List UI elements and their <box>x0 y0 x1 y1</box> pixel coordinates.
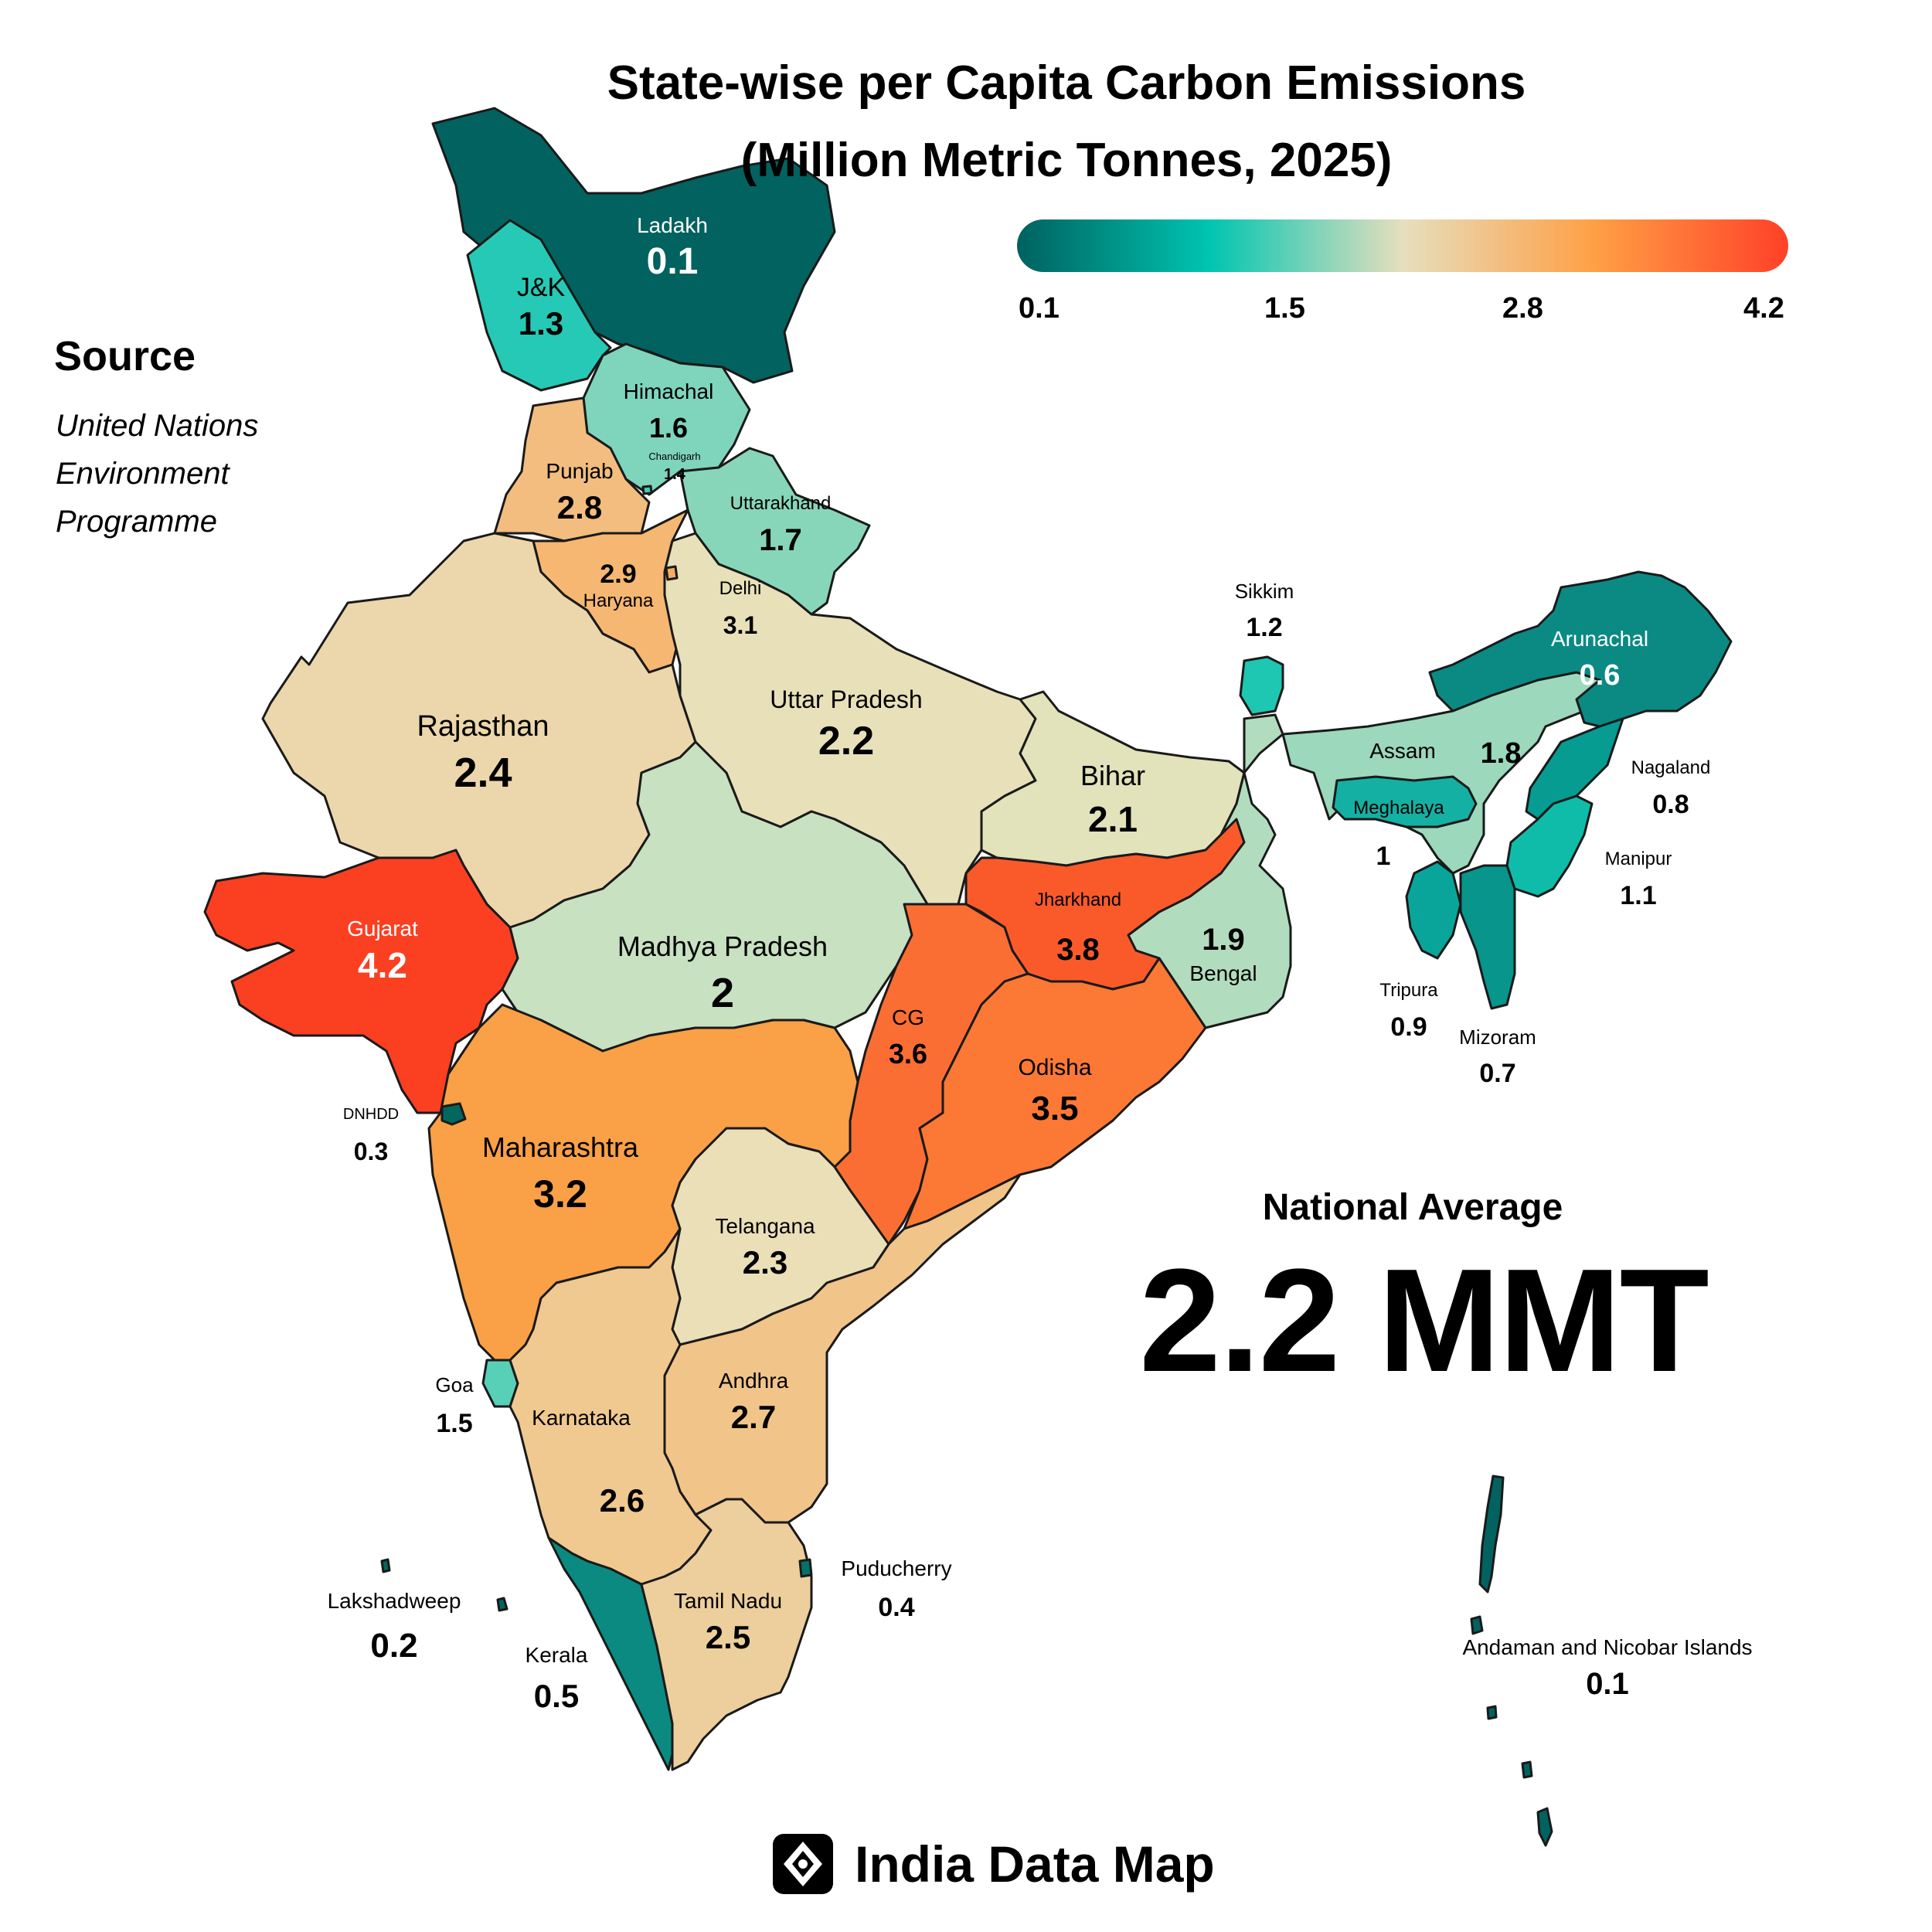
region-lakshadweep-2 <box>496 1597 509 1612</box>
national-average-heading: National Average <box>1262 1187 1563 1228</box>
label-madhya-pradesh: Madhya Pradesh 2 <box>617 930 828 1016</box>
source-text: United Nations Environment Programme <box>56 402 365 546</box>
label-nagaland: Nagaland 0.8 <box>1631 757 1711 819</box>
label-meghalaya-value: 1 <box>1376 842 1391 871</box>
region-delhi <box>665 565 679 581</box>
region-andaman-4 <box>1521 1760 1533 1779</box>
region-andaman-2 <box>1470 1615 1484 1635</box>
region-arunachal <box>1428 570 1733 728</box>
label-meghalaya-name: Meghalaya <box>1353 798 1444 818</box>
region-tripura <box>1405 860 1462 960</box>
region-puducherry <box>798 1558 813 1578</box>
national-average-value: 2.2 MMT <box>1139 1239 1709 1403</box>
label-andaman-nicobar: Andaman and Nicobar Islands 0.1 <box>1462 1635 1753 1701</box>
source-line-1: United Nations <box>56 409 259 443</box>
label-mizoram: Mizoram 0.7 <box>1459 1026 1536 1088</box>
label-bihar: Bihar 2.1 <box>1080 760 1146 839</box>
color-legend <box>1017 219 1788 272</box>
region-andaman-5 <box>1536 1807 1553 1847</box>
source-line-2: Environment <box>56 457 230 491</box>
label-jharkhand: Jharkhand 3.8 <box>1034 889 1122 967</box>
label-dnhdd: DNHDD 0.3 <box>342 1106 400 1165</box>
label-assam-value: 1.8 <box>1480 737 1522 770</box>
region-meghalaya <box>1332 775 1478 828</box>
label-kerala: Kerala 0.5 <box>525 1643 588 1714</box>
region-odisha <box>903 957 1207 1230</box>
label-arunachal: Arunachal 0.6 <box>1550 627 1649 692</box>
label-tamil-nadu: Tamil Nadu 2.5 <box>673 1589 783 1655</box>
label-uttarakhand: Uttarakhand 1.7 <box>730 493 832 557</box>
region-tamil-nadu <box>640 1498 813 1771</box>
label-andhra: Andhra 2.7 <box>718 1369 789 1435</box>
legend-gradient-bar <box>1017 219 1788 272</box>
label-chandigarh: Chandigarh 1.4 <box>648 451 701 483</box>
label-assam-name: Assam <box>1369 739 1436 763</box>
brand-footer: India Data Map <box>773 1832 1215 1896</box>
label-odisha: Odisha 3.5 <box>1018 1055 1092 1128</box>
title-line-2: (Million Metric Tonnes, 2025) <box>740 134 1393 187</box>
source-line-3: Programme <box>56 505 217 539</box>
legend-tick-2: 1.5 <box>1264 292 1305 325</box>
map-pin-diamond-icon <box>773 1834 833 1894</box>
label-puducherry: Puducherry 0.4 <box>841 1556 952 1622</box>
label-manipur: Manipur 1.1 <box>1604 849 1672 910</box>
label-sikkim: Sikkim 1.2 <box>1234 580 1294 642</box>
region-andaman-3 <box>1486 1705 1498 1720</box>
legend-tick-3: 2.8 <box>1502 292 1543 325</box>
source-heading: Source <box>54 333 196 379</box>
label-karnataka-name: Karnataka <box>532 1406 631 1430</box>
label-bengal: 1.9 Bengal <box>1189 923 1257 985</box>
label-lakshadweep: Lakshadweep 0.2 <box>327 1589 461 1665</box>
region-karnataka <box>509 1227 713 1586</box>
label-rajasthan: Rajasthan 2.4 <box>417 710 549 796</box>
legend-tick-1: 0.1 <box>1019 292 1060 325</box>
label-goa: Goa 1.5 <box>435 1373 474 1438</box>
region-andaman-1 <box>1478 1475 1505 1594</box>
label-gujarat: Gujarat 4.2 <box>347 917 418 985</box>
region-mizoram <box>1459 864 1516 1010</box>
label-ladakh: Ladakh 0.1 <box>637 213 708 282</box>
label-punjab: Punjab 2.8 <box>546 459 614 526</box>
label-uttar-pradesh: Uttar Pradesh 2.2 <box>770 685 923 764</box>
legend-tick-4: 4.2 <box>1743 292 1784 325</box>
region-chandigarh <box>641 485 653 495</box>
region-dnhdd <box>440 1102 467 1126</box>
label-maharashtra: Maharashtra 3.2 <box>481 1131 639 1216</box>
label-haryana: 2.9 Haryana <box>583 560 654 611</box>
brand-name: India Data Map <box>855 1835 1215 1893</box>
region-sikkim <box>1239 655 1284 716</box>
region-manipur <box>1505 794 1594 898</box>
title-line-1: State-wise per Capita Carbon Emissions <box>607 56 1526 110</box>
label-delhi: Delhi 3.1 <box>719 578 762 639</box>
label-himachal: Himachal 1.6 <box>623 379 714 444</box>
label-tripura: Tripura 0.9 <box>1379 980 1438 1042</box>
label-jk: J&K 1.3 <box>516 273 566 342</box>
label-cg: CG 3.6 <box>888 1005 928 1070</box>
label-telangana: Telangana 2.3 <box>715 1214 815 1281</box>
region-lakshadweep-1 <box>380 1558 391 1573</box>
label-karnataka-value: 2.6 <box>599 1482 645 1519</box>
map-title: State-wise per Capita Carbon Emissions (… <box>487 45 1646 199</box>
